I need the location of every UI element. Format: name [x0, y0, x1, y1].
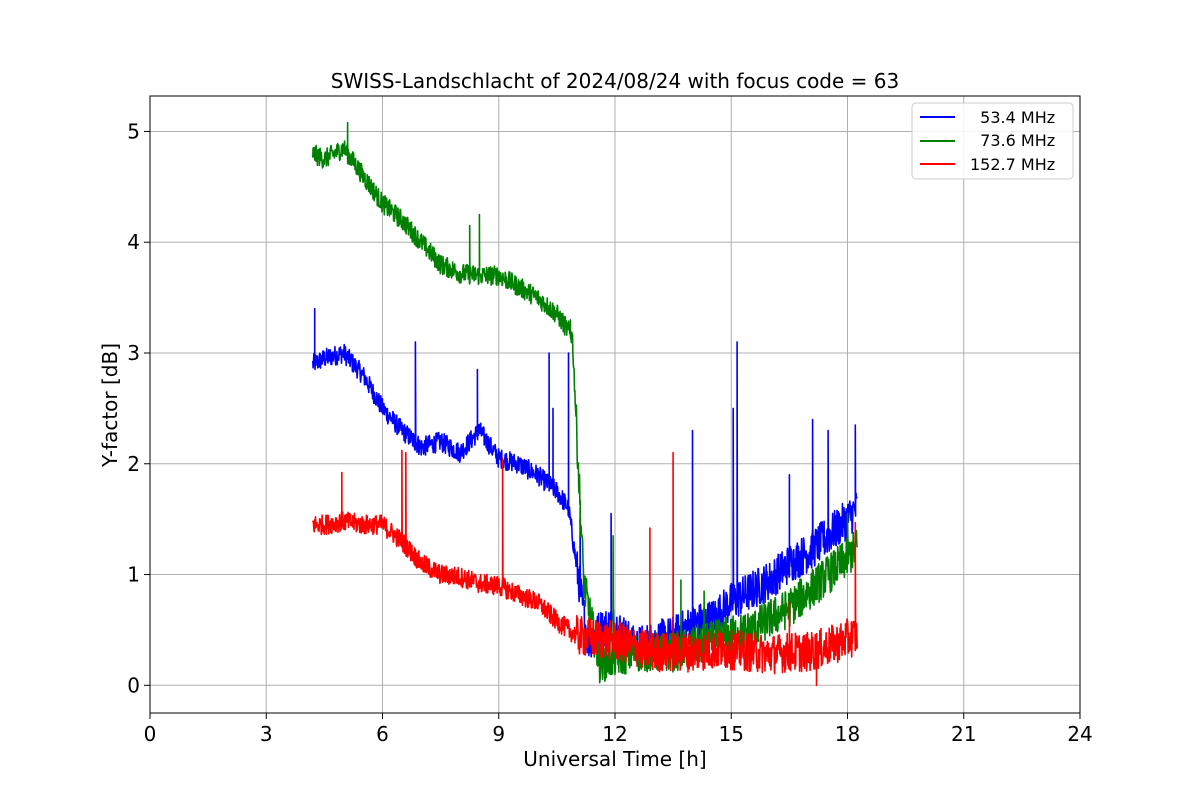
x-tick-label: 12 — [602, 722, 627, 746]
legend-label-53-4: 53.4 MHz — [970, 108, 1055, 127]
y-tick-label: 0 — [127, 673, 140, 697]
x-tick-label: 3 — [260, 722, 273, 746]
x-tick-label: 15 — [719, 722, 744, 746]
x-tick-label: 21 — [951, 722, 976, 746]
legend-box — [911, 102, 1074, 180]
y-axis-label: Y-factor [dB] — [98, 343, 122, 468]
y-tick-label: 2 — [127, 452, 140, 476]
y-tick-label: 3 — [127, 341, 140, 365]
legend-label-73-6: 73.6 MHz — [970, 131, 1055, 150]
legend: 53.4 MHz 73.6 MHz 152.7 MHz — [911, 102, 1074, 180]
x-axis-label: Universal Time [h] — [523, 747, 706, 771]
x-axis: 0 3 6 9 12 15 18 21 24 — [144, 713, 1093, 746]
y-axis: 0 1 2 3 4 5 — [127, 119, 150, 697]
x-tick-label: 0 — [144, 722, 157, 746]
legend-label-152-7: 152.7 MHz — [970, 155, 1055, 174]
plot-area — [312, 121, 858, 687]
series-line-2 — [312, 449, 858, 687]
x-tick-label: 6 — [376, 722, 389, 746]
chart-title: SWISS-Landschlacht of 2024/08/24 with fo… — [331, 69, 899, 93]
y-tick-label: 5 — [127, 119, 140, 143]
series-line-1 — [312, 121, 858, 684]
x-tick-label: 9 — [492, 722, 505, 746]
x-tick-label: 18 — [835, 722, 860, 746]
x-tick-label: 24 — [1067, 722, 1092, 746]
y-tick-label: 1 — [127, 563, 140, 587]
y-tick-label: 4 — [127, 230, 140, 254]
